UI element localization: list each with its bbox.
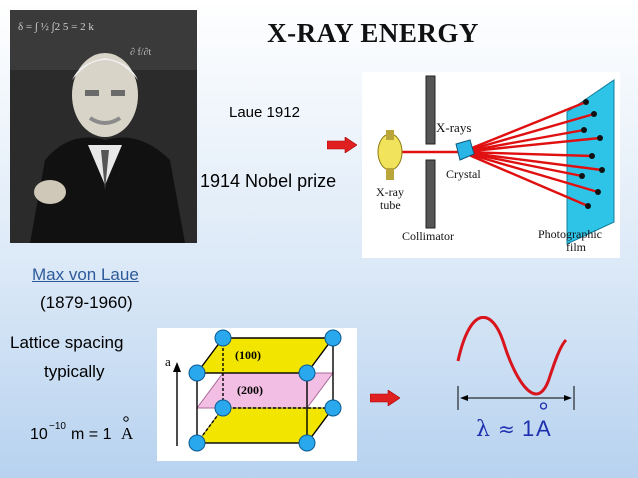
- plane-100-label: (100): [235, 348, 261, 362]
- plane-200-label: (200): [237, 383, 263, 397]
- formula-base: 10: [30, 426, 48, 443]
- right-arrow-icon: [327, 137, 357, 153]
- portrait-photo: δ = ∫ ½ ∫2 5 = 2 k ∂ f/∂t: [10, 10, 197, 243]
- lattice-spacing-formula: 10 −10 m = 1 A: [30, 416, 134, 443]
- lattice-spacing-label: Lattice spacing: [10, 333, 124, 352]
- xrays-label: X-rays: [436, 120, 471, 135]
- formula-rest: m = 1: [71, 426, 112, 443]
- angstrom-ring-icon: [123, 416, 129, 422]
- lifespan-label: (1879-1960): [40, 293, 133, 312]
- lambda-symbol: λ: [476, 417, 490, 442]
- laue-year-label: Laue 1912: [229, 104, 300, 121]
- max-von-laue-link[interactable]: Max von Laue: [32, 265, 139, 284]
- lambda-unit: A: [536, 416, 551, 441]
- slide-title: X-RAY ENERGY: [267, 18, 479, 48]
- lambda-value: 1: [522, 416, 534, 441]
- film-label-1: Photographic: [538, 227, 602, 241]
- nobel-prize-label: 1914 Nobel prize: [200, 171, 337, 191]
- formula-exponent: −10: [49, 421, 66, 432]
- blackboard-chalk-2: ∂ f/∂t: [130, 47, 151, 58]
- lattice-typically-label: typically: [44, 362, 105, 381]
- axis-a-label: a: [165, 354, 171, 369]
- film-label-2: film: [566, 240, 587, 254]
- xray-tube-label-1: X-ray: [376, 185, 404, 199]
- formula-unit: A: [121, 424, 134, 443]
- collimator-label: Collimator: [402, 229, 454, 243]
- angstrom-ring-icon-2: [539, 402, 548, 410]
- blackboard-chalk: δ = ∫ ½ ∫2 5 = 2 k: [18, 21, 94, 33]
- xray-diffraction-diagram: X-rays Crystal X-ray tube Collimator Pho…: [362, 72, 620, 258]
- wavelength-wave: [456, 316, 575, 410]
- xray-tube-label-2: tube: [380, 198, 401, 212]
- cubic-lattice-diagram: a (100) (200): [157, 328, 357, 461]
- right-arrow-icon-2: [370, 390, 400, 406]
- crystal-label: Crystal: [446, 167, 481, 181]
- approx-symbol: ≈: [498, 417, 515, 441]
- wavelength-formula: λ ≈ 1 A: [476, 402, 551, 442]
